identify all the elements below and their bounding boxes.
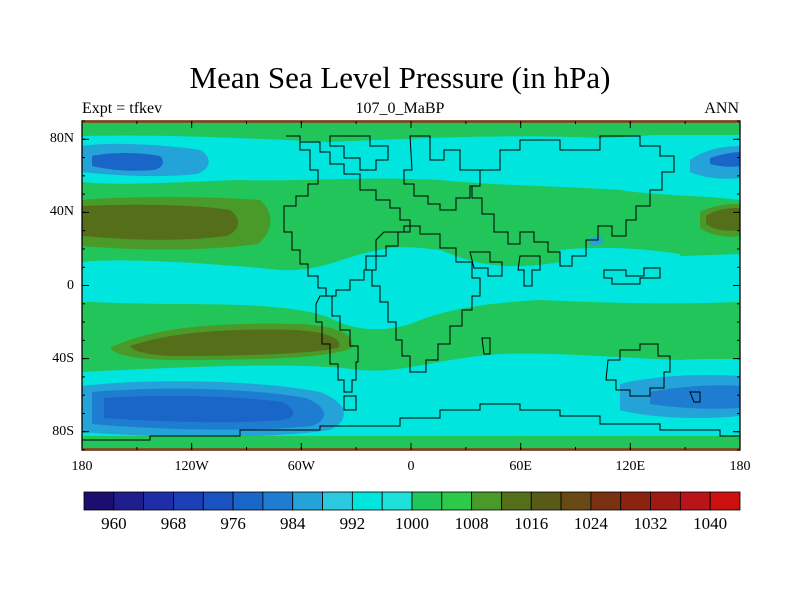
colorbar-swatch <box>501 491 532 511</box>
colorbar-swatch <box>530 491 562 511</box>
colorbar-swatch <box>381 491 413 511</box>
x-tick-label: 120W <box>174 459 209 474</box>
india-coast <box>517 255 541 287</box>
northeast-low-inner <box>710 152 740 167</box>
colorbar-swatch <box>232 491 264 511</box>
arctic-cyan-band <box>82 128 740 200</box>
x-tick-label: 60E <box>509 459 532 474</box>
colorbar-swatch <box>83 491 115 511</box>
colorbar <box>83 491 741 511</box>
colorbar-label: 1000 <box>395 514 429 533</box>
colorbar-swatch <box>292 491 323 511</box>
map-title: Mean Sea Level Pressure (in hPa) <box>189 60 611 95</box>
new-zealand-coast <box>689 391 701 403</box>
y-tick-label: 80S <box>52 423 74 439</box>
x-tick-label: 180 <box>71 459 93 474</box>
colorbar-swatch <box>262 491 294 511</box>
x-tick-label: 60W <box>287 459 315 474</box>
antarctic-peninsula <box>343 395 357 411</box>
colorbar-label: 968 <box>160 514 187 533</box>
colorbar-swatch <box>113 491 145 511</box>
madagascar-coast <box>481 337 491 355</box>
axis-ticks <box>81 120 741 451</box>
y-tick-label: 0 <box>67 277 74 293</box>
colorbar-label: 1016 <box>514 514 549 533</box>
north-america-coast <box>283 135 411 297</box>
x-tick-label: 0 <box>407 459 415 474</box>
indonesia-coast <box>603 267 661 285</box>
antarctica-coast <box>82 403 740 441</box>
arabia-coast <box>469 251 503 277</box>
colorbar-swatch <box>441 491 473 511</box>
australia-coast <box>605 343 671 397</box>
colorbar-swatch <box>620 491 651 511</box>
colorbar-label: 1024 <box>573 514 608 533</box>
season-label: ANN <box>704 100 739 117</box>
colorbar-swatch <box>709 491 741 511</box>
colorbar-swatch <box>173 491 204 511</box>
greenland-coast <box>329 135 389 171</box>
colorbar-label: 1008 <box>454 514 489 533</box>
contour-fills <box>82 121 740 450</box>
colorbar-swatch <box>650 491 681 511</box>
colorbar-label: 1040 <box>693 514 728 533</box>
south-america-coast <box>315 295 359 393</box>
equatorial-cyan-band <box>82 247 740 330</box>
x-tick-label: 180 <box>729 459 751 474</box>
colorbar-label: 1032 <box>633 514 668 533</box>
north-pacific-high-inner <box>82 204 239 240</box>
colorbar-label: 984 <box>279 514 306 533</box>
y-tick-label: 40N <box>49 204 74 220</box>
europe-coast <box>403 135 481 211</box>
x-tick-label: 120E <box>615 459 646 474</box>
time-label: 107_0_MaBP <box>355 100 445 117</box>
colorbar-swatch <box>351 491 383 511</box>
colorbar-swatch <box>679 491 711 511</box>
y-tick-label: 80N <box>49 131 74 147</box>
colorbar-swatch <box>560 491 592 511</box>
colorbar-swatch <box>322 491 353 511</box>
colorbar-swatch <box>202 491 234 511</box>
colorbar-swatch <box>143 491 174 511</box>
africa-coast <box>365 225 481 373</box>
southern-ocean-low-inner <box>104 395 294 423</box>
coastlines <box>82 135 740 441</box>
colorbar-swatch <box>411 491 443 511</box>
asia-cyan-spot <box>590 236 604 246</box>
colorbar-label: 976 <box>220 514 246 533</box>
colorbar-label: 960 <box>101 514 127 533</box>
experiment-label: Expt = tfkev <box>82 100 163 117</box>
y-tick-label: 40S <box>52 350 74 366</box>
asia-cyan-tongue <box>560 247 680 269</box>
colorbar-swatch <box>471 491 502 511</box>
south-pacific-high-inner <box>130 329 340 356</box>
colorbar-label: 992 <box>339 514 366 533</box>
southeast-low-inner <box>650 385 740 409</box>
colorbar-swatch <box>590 491 622 511</box>
north-pacific-low-inner <box>92 153 163 171</box>
asia-coast <box>471 135 675 267</box>
east-pacific-high-inner <box>706 208 740 231</box>
